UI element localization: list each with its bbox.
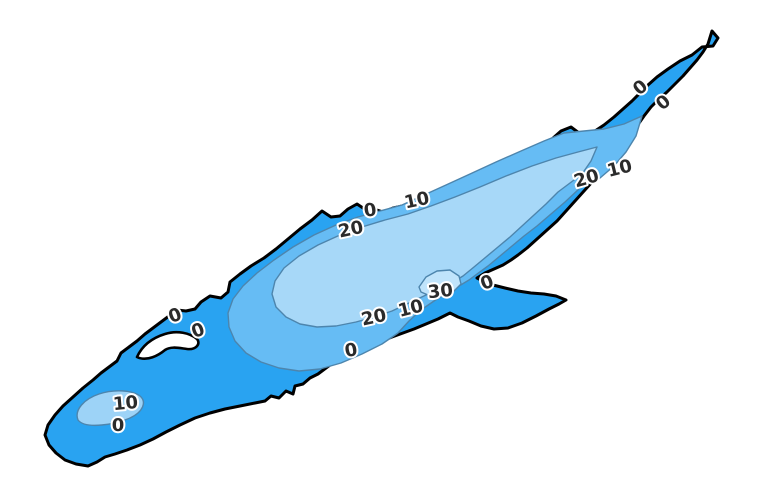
contour-label: 30 bbox=[427, 280, 454, 304]
depth-band-20 bbox=[271, 146, 598, 328]
contour-label: 20 bbox=[359, 305, 388, 331]
depth-band-30 bbox=[418, 269, 462, 298]
contour-label: 10 bbox=[112, 392, 139, 415]
contour-label: 0 bbox=[363, 199, 378, 222]
contour-label: 0 bbox=[112, 415, 125, 436]
southwest-shoal-contour-10 bbox=[76, 390, 145, 427]
land-spit bbox=[135, 330, 200, 361]
contour-label: 10 bbox=[605, 155, 634, 181]
contour-label: 0 bbox=[343, 339, 359, 362]
